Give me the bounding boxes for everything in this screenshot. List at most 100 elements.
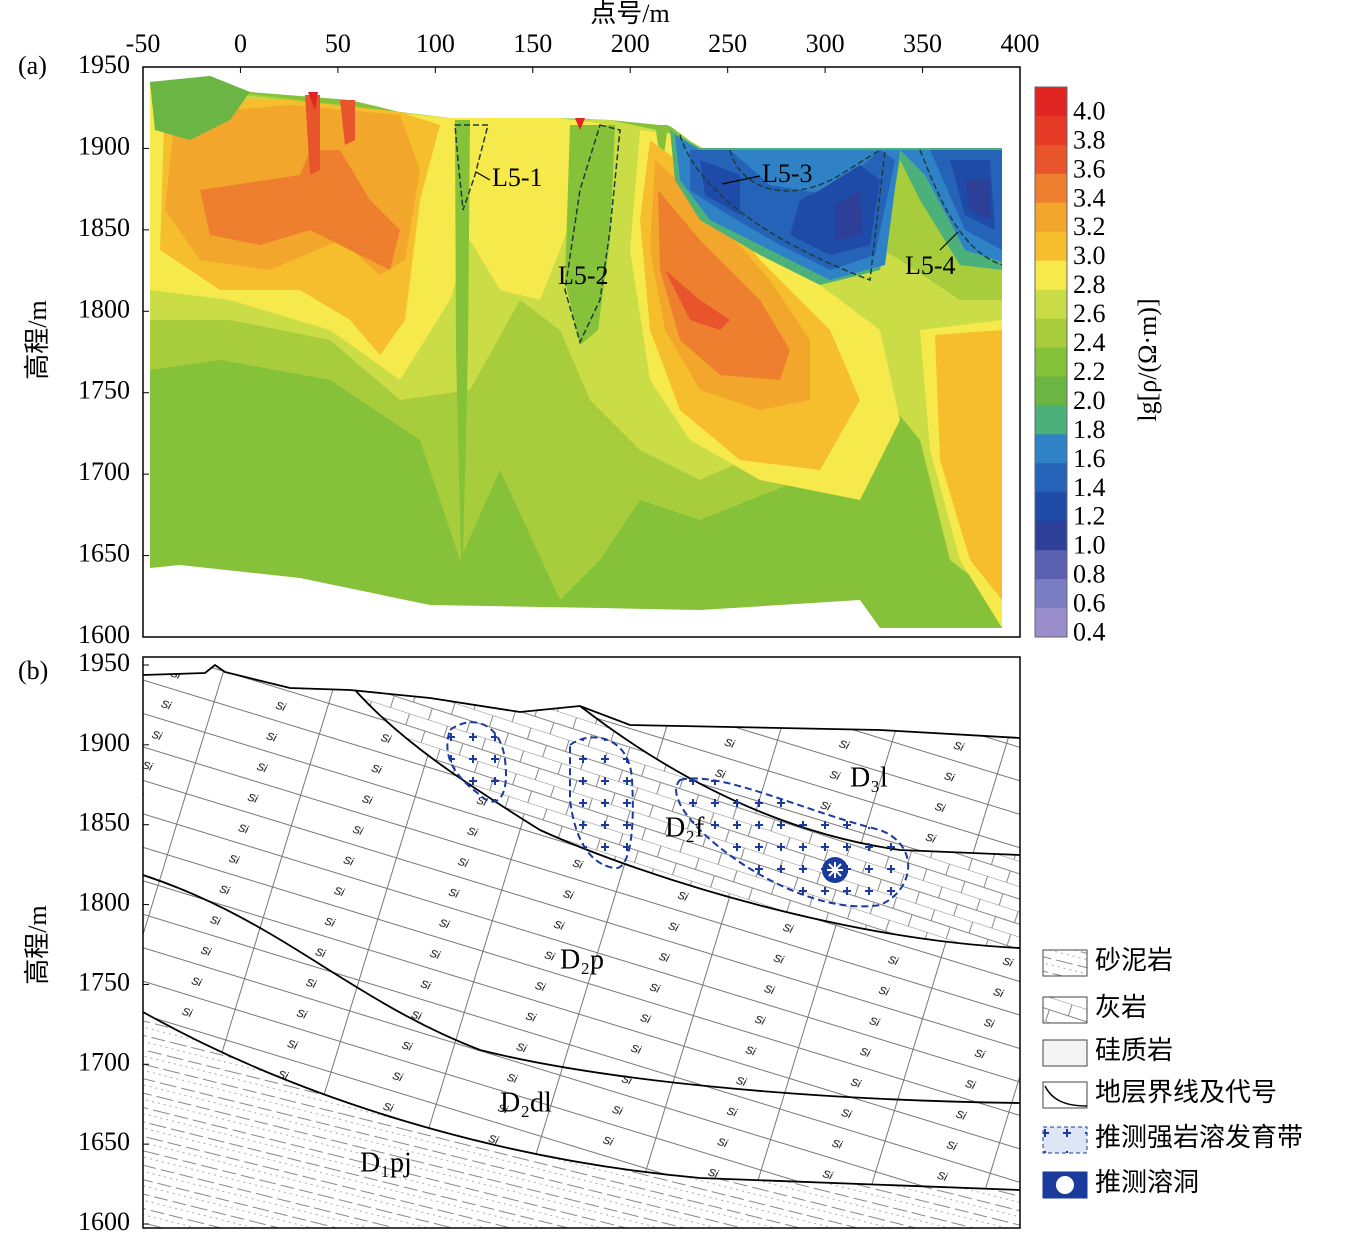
colorbar-tick-label: 1.0	[1073, 531, 1106, 560]
y-tick-label: 1850	[78, 213, 130, 242]
colorbar-band	[1035, 202, 1067, 233]
colorbar-tick-label: 4.0	[1073, 96, 1106, 125]
panel-label: (b)	[18, 656, 48, 685]
x-tick-label: 300	[806, 29, 845, 58]
colorbar-tick-label: 2.6	[1073, 299, 1106, 328]
y-tick-label: 1850	[78, 808, 130, 837]
plot-frame	[142, 66, 1021, 638]
colorbar-band	[1035, 289, 1067, 320]
colorbar-tick-label: 3.2	[1073, 212, 1106, 241]
legend-label: 推测强岩溶发育带	[1095, 1123, 1303, 1152]
x-tick-label: 250	[708, 29, 747, 58]
colorbar-tick-label: 3.8	[1073, 125, 1106, 154]
sandstone-unit	[143, 1012, 1020, 1228]
anomaly-outline	[454, 124, 489, 211]
colorbar-band	[1035, 376, 1067, 406]
colorbar-tick-label: 0.8	[1073, 560, 1106, 589]
karst-zone	[675, 777, 910, 908]
boundary-line	[143, 1011, 1020, 1191]
unit-label: D₃l	[850, 762, 888, 793]
x-tick-label: -50	[126, 29, 161, 58]
colorbar-band	[1035, 521, 1067, 551]
legend-label: 砂泥岩	[1095, 946, 1173, 975]
colorbar-band	[1035, 318, 1067, 349]
boundary-line	[143, 663, 1020, 739]
colorbar-band	[1035, 87, 1067, 117]
colorbar-band	[1035, 463, 1067, 493]
cave-mark	[827, 862, 843, 878]
contour-band	[150, 76, 250, 140]
y-tick-label: 1800	[78, 888, 130, 917]
legend-icon	[1042, 1039, 1088, 1067]
colorbar-band	[1035, 492, 1067, 522]
contour-band	[305, 95, 730, 330]
colorbar-tick-label: 2.4	[1073, 328, 1106, 357]
colorbar-tick-label: 1.6	[1073, 444, 1106, 473]
leader-line	[721, 175, 761, 185]
colorbar-frame	[1034, 86, 1068, 638]
colorbar-band	[1035, 434, 1067, 464]
legend-icon	[1056, 1176, 1074, 1194]
colorbar-band	[1035, 579, 1067, 609]
colorbar-tick-label: 3.0	[1073, 241, 1106, 270]
y-axis-label: 高程/m	[23, 300, 52, 379]
boundary-line	[143, 874, 1020, 1104]
colorbar-band	[1035, 405, 1067, 435]
unit-label: D₂p	[560, 944, 604, 975]
y-tick-label: 1600	[78, 1207, 130, 1236]
legend-label: 灰岩	[1095, 993, 1147, 1022]
x-tick-label: 200	[611, 29, 650, 58]
y-tick-label: 1650	[78, 1127, 130, 1156]
annotation: L5-4	[905, 251, 956, 280]
legend-label: 地层界线及代号	[1095, 1078, 1277, 1107]
unit-label: D₁pj	[360, 1147, 412, 1178]
colorbar-band	[1035, 608, 1067, 638]
karst-zone	[446, 721, 507, 803]
section-body	[143, 663, 1020, 1228]
colorbar-tick-label: 2.2	[1073, 357, 1106, 386]
x-tick-label: 0	[234, 29, 247, 58]
colorbar-band	[1035, 173, 1067, 204]
x-tick-label: 400	[1001, 29, 1040, 58]
colorbar-tick-label: 0.4	[1073, 617, 1106, 646]
colorbar-tick-label: 1.8	[1073, 415, 1106, 444]
colorbar-band	[1035, 550, 1067, 580]
y-tick-label: 1600	[78, 620, 130, 649]
y-tick-label: 1650	[78, 539, 130, 568]
x-tick-label: 350	[903, 29, 942, 58]
y-tick-label: 1900	[78, 131, 130, 160]
legend-icon	[1044, 1085, 1088, 1107]
colorbar-tick-label: 3.6	[1073, 154, 1106, 183]
x-tick-label: 100	[416, 29, 455, 58]
x-tick-label: 150	[513, 29, 552, 58]
contour-band	[200, 150, 790, 380]
anomaly-outline	[919, 149, 1003, 266]
colorbar-tick-label: 0.6	[1073, 589, 1106, 618]
y-tick-label: 1900	[78, 728, 130, 757]
colorbar-tick-label: 3.4	[1073, 183, 1106, 212]
legend-icon	[1042, 949, 1088, 977]
legend-icon	[1042, 996, 1088, 1024]
panel-a: L5-1 L5-2 L5-3 L5-4 -50 0 50 100 150 200 250 300 350…	[18, 0, 1162, 649]
leader-line	[939, 231, 959, 251]
colorbar-band	[1035, 347, 1067, 377]
y-tick-label: 1800	[78, 294, 130, 323]
legend-icon	[1043, 1127, 1087, 1153]
panel-b: D₃l D₂f D₂p D₂dl D₁pj 1600 1650 1700 1750 1800 185…	[18, 648, 1303, 1236]
colorbar-label: lg[ρ/(Ω·m)]	[1133, 298, 1162, 421]
legend-label: 硅质岩	[1095, 1036, 1173, 1065]
colorbar-tick-label: 1.2	[1073, 502, 1106, 531]
anomaly-outline	[679, 134, 886, 282]
colorbar-tick-label: 1.4	[1073, 473, 1106, 502]
y-tick-label: 1950	[78, 648, 130, 677]
legend-label: 推测溶洞	[1095, 1168, 1199, 1197]
y-tick-label: 1700	[78, 457, 130, 486]
contour-band	[835, 180, 990, 240]
boundary-line	[354, 689, 1020, 949]
unit-label: D₂f	[665, 812, 705, 843]
colorbar-band	[1035, 144, 1067, 175]
leader-line	[475, 171, 491, 181]
colorbar-band	[1035, 115, 1067, 146]
y-tick-label: 1750	[78, 967, 130, 996]
panel-label: (a)	[18, 51, 47, 80]
